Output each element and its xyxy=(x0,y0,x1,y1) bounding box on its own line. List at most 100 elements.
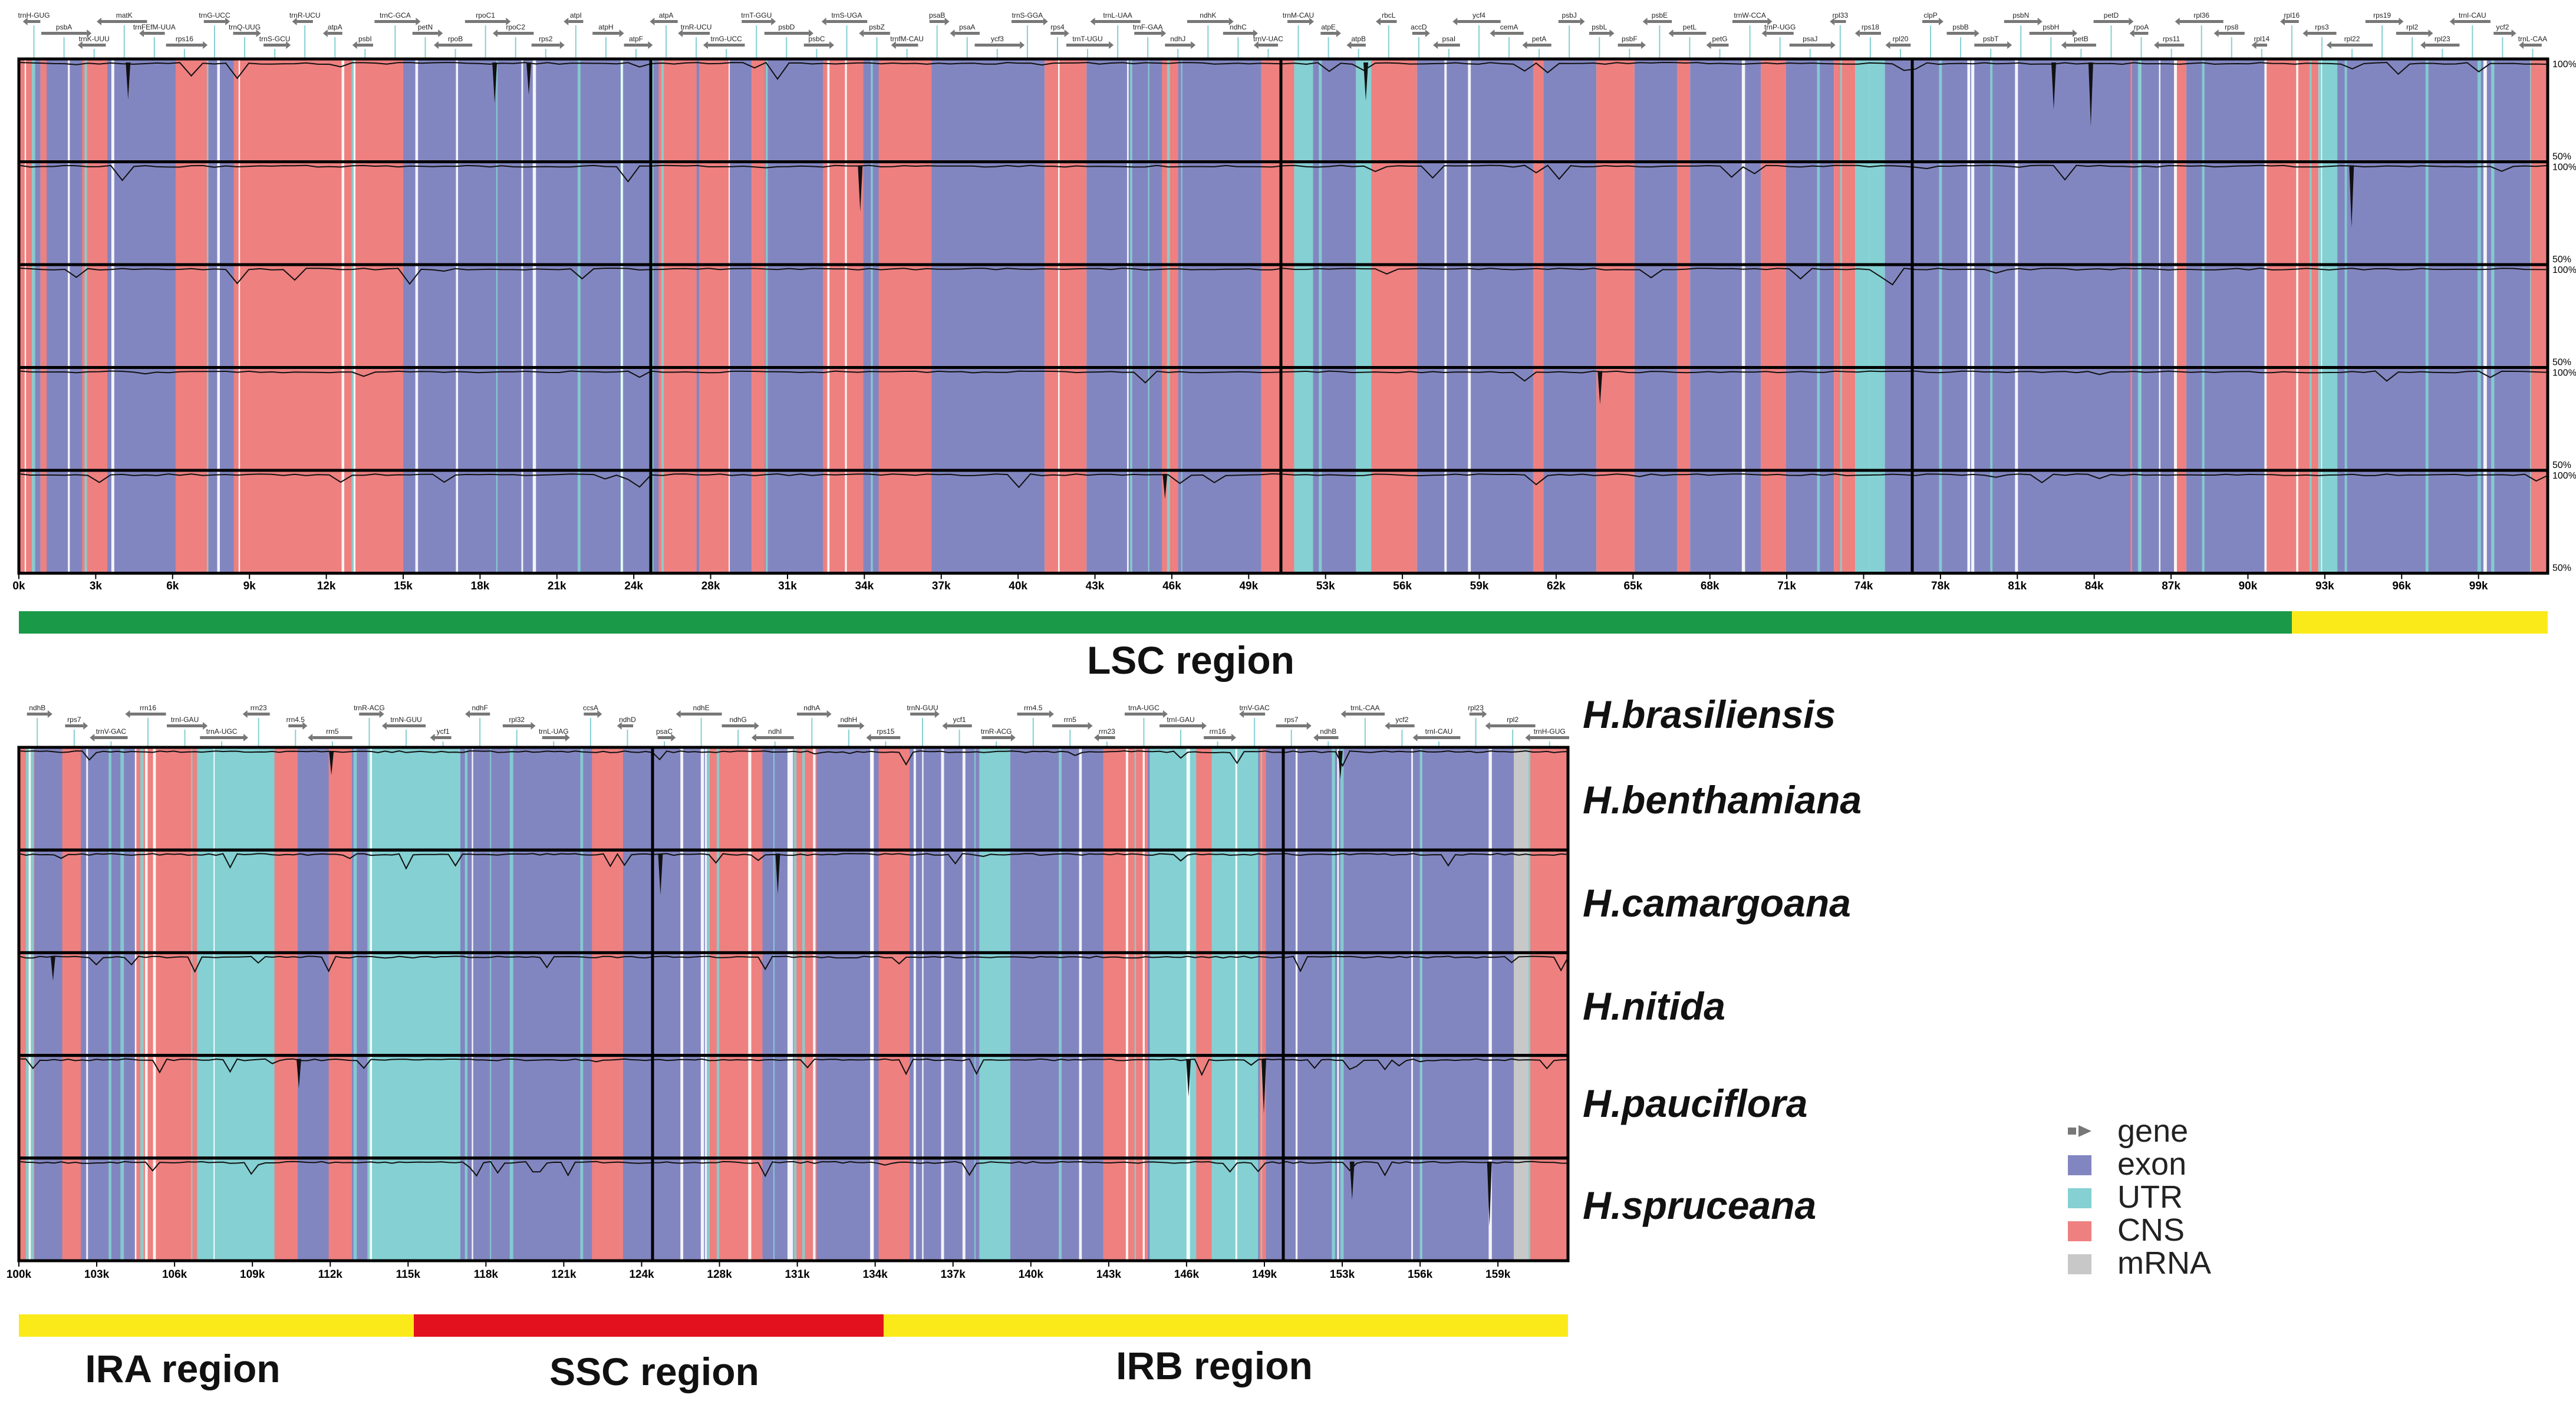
identity-dip xyxy=(2349,165,2354,228)
gene-arrow xyxy=(910,713,935,716)
band-exon xyxy=(1634,59,1678,573)
gene-label: rpl22 xyxy=(2344,35,2360,43)
gene-label: ndhC xyxy=(1230,23,1247,31)
band-gap xyxy=(1840,59,1843,573)
gene-arrow xyxy=(1890,44,1911,47)
gene-arrow xyxy=(838,724,860,727)
band-utr xyxy=(1869,59,1885,573)
gene-arrow-head xyxy=(2175,18,2180,25)
gene-label: trnI-CAU xyxy=(2459,11,2486,19)
band-gap xyxy=(28,747,31,1261)
gene-arrow xyxy=(707,44,745,47)
percent-label-bottom: 50% xyxy=(2552,563,2571,573)
gene-arrow xyxy=(1318,736,1339,739)
gene-label: trnQ-UUG xyxy=(229,23,261,31)
gene-arrow xyxy=(2134,32,2149,35)
band-utr xyxy=(1855,59,1870,573)
band-gap xyxy=(140,747,144,1261)
band-gap xyxy=(2310,59,2312,573)
ssc-bar xyxy=(414,1314,884,1337)
gene-arrow xyxy=(1589,32,1610,35)
gene-arrow xyxy=(1017,713,1049,716)
panel1-alignment-bands xyxy=(19,59,2548,573)
gene-arrow xyxy=(1258,44,1279,47)
gene-arrow-head xyxy=(90,734,95,741)
gene-label: psbL xyxy=(1592,23,1607,31)
identity-profile xyxy=(18,370,2548,384)
band-cns xyxy=(19,59,34,573)
gene-label: rpoB xyxy=(448,35,463,43)
gene-arrow-head xyxy=(2213,29,2219,37)
gene-label: rrn5 xyxy=(326,727,339,736)
identity-dip xyxy=(1186,1059,1191,1097)
band-gap xyxy=(1528,747,1530,1261)
identity-dip xyxy=(1349,1161,1355,1201)
gene-arrow-head xyxy=(308,734,313,741)
gene-label: psaA xyxy=(959,23,975,31)
gene-arrow-head xyxy=(292,18,297,25)
gene-arrow xyxy=(1417,736,1461,739)
gene-label: trnA-UGC xyxy=(206,727,238,736)
gene-arrow xyxy=(654,20,678,23)
band-exon xyxy=(1435,59,1486,573)
gene-label: ndhB xyxy=(1320,727,1336,736)
band-gap xyxy=(1488,747,1492,1261)
gene-label: rpl23 xyxy=(2435,35,2450,43)
axis-tick-label: 15k xyxy=(394,580,413,592)
band-gap xyxy=(1295,747,1298,1261)
band-cns xyxy=(233,59,398,573)
gene-arrow-head xyxy=(1482,710,1487,718)
band-gap xyxy=(465,747,467,1261)
gene-label: ycf2 xyxy=(1395,716,1408,724)
gene-label: trnA-UGC xyxy=(1128,704,1159,712)
gene-label: atpE xyxy=(1321,23,1336,31)
gene-arrow-head xyxy=(1088,722,1093,730)
band-gap xyxy=(25,747,29,1261)
band-gap xyxy=(2296,59,2298,573)
band-gap xyxy=(729,59,730,573)
axis-tick-label: 159k xyxy=(1485,1268,1511,1281)
gene-arrow xyxy=(167,724,203,727)
gene-label: ndhF xyxy=(472,704,487,712)
gene-arrow-head xyxy=(619,29,624,37)
band-gap xyxy=(456,59,459,573)
band-gap xyxy=(2320,59,2321,573)
band-gap xyxy=(2159,59,2160,573)
gene-label: cemA xyxy=(1500,23,1518,31)
band-gap xyxy=(845,59,847,573)
gene-arrow-head xyxy=(1340,710,1346,718)
gene-label: trnP-UGG xyxy=(1764,23,1796,31)
gene-arrow-head xyxy=(1830,41,1836,49)
gene-arrow xyxy=(386,724,426,727)
band-exon xyxy=(2337,59,2530,573)
gene-arrow xyxy=(803,44,830,47)
lsc-region-label: LSC region xyxy=(1087,638,1294,682)
gene-arrow-head xyxy=(597,710,602,718)
gene-arrow xyxy=(1494,32,1524,35)
axis-tick-label: 140k xyxy=(1019,1268,1044,1281)
gene-label: atpF xyxy=(629,35,643,43)
gene-arrow xyxy=(680,713,722,716)
gene-label: trnL-CAA xyxy=(2518,35,2547,43)
gene-label: rps19 xyxy=(2373,11,2391,19)
band-exon xyxy=(1178,59,1261,573)
gene-arrow-head xyxy=(1201,722,1207,730)
band-gap xyxy=(472,747,473,1261)
band-cns xyxy=(1371,59,1417,573)
gene-arrow-head xyxy=(22,18,28,25)
gene-label: ndhD xyxy=(619,716,636,724)
band-utr xyxy=(979,747,1010,1261)
gene-arrow-head xyxy=(650,18,655,25)
gene-label: rpoC2 xyxy=(506,23,525,31)
gene-arrow xyxy=(1673,32,1707,35)
percent-label-top: 100% xyxy=(2552,60,2576,70)
irb-region-label: IRB region xyxy=(1116,1344,1313,1387)
gene-arrow-head xyxy=(1485,722,1490,730)
gene-label: trnL-UAG xyxy=(539,727,569,736)
irb-bar xyxy=(884,1314,1568,1337)
gene-arrow-head xyxy=(1231,734,1237,741)
gene-arrow xyxy=(27,713,48,716)
gene-label: trnFEfM-UUA xyxy=(133,23,176,31)
gene-label: psbB xyxy=(1952,23,1968,31)
